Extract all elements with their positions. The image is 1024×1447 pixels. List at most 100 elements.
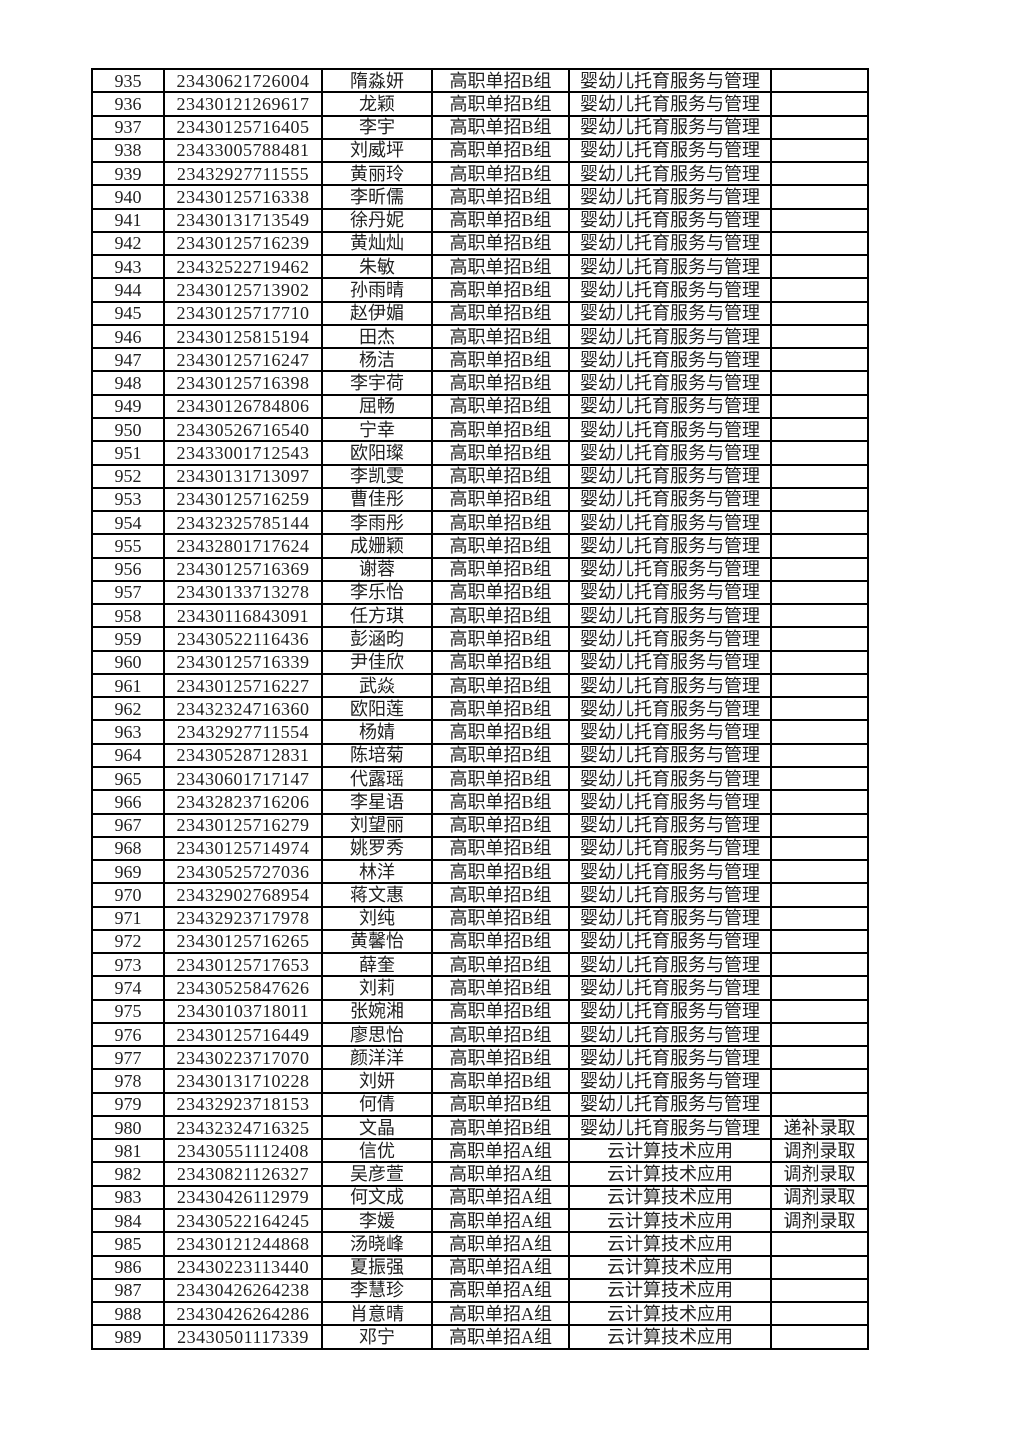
major-cell: 婴幼儿托育服务与管理: [568, 812, 772, 838]
candidate-id-cell: 23430116843091: [163, 603, 323, 629]
table-row: 962 23432324716360 欧阳莲 高职单招B组 婴幼儿托育服务与管理: [91, 696, 869, 722]
candidate-id-cell: 23432324716360: [163, 696, 323, 722]
table-row: 951 23433001712543 欧阳璨 高职单招B组 婴幼儿托育服务与管理: [91, 440, 869, 466]
major-cell: 婴幼儿托育服务与管理: [568, 928, 772, 955]
admission-status-cell: [770, 719, 869, 745]
table-row: 958 23430116843091 任方琪 高职单招B组 婴幼儿托育服务与管理: [91, 603, 869, 629]
table-row: 947 23430125716247 杨洁 高职单招B组 婴幼儿托育服务与管理: [91, 347, 869, 373]
admission-roster-table-body: 935 23430621726004 隋淼妍 高职单招B组 婴幼儿托育服务与管理…: [91, 67, 869, 1350]
exam-group-cell: 高职单招A组: [431, 1208, 570, 1234]
major-cell: 婴幼儿托育服务与管理: [568, 161, 772, 187]
exam-group-cell: 高职单招B组: [431, 114, 570, 140]
candidate-name-cell: 徐丹妮: [321, 207, 433, 233]
row-no-cell: 936: [91, 91, 165, 117]
candidate-id-cell: 23430121269617: [163, 91, 323, 117]
candidate-name-cell: 刘望丽: [321, 812, 433, 838]
exam-group-cell: 高职单招B组: [431, 859, 570, 885]
candidate-name-cell: 何文成: [321, 1184, 433, 1211]
major-cell: 婴幼儿托育服务与管理: [568, 277, 772, 303]
exam-group-cell: 高职单招A组: [431, 1254, 570, 1280]
candidate-id-cell: 23430131710228: [163, 1068, 323, 1094]
major-cell: 婴幼儿托育服务与管理: [568, 649, 772, 675]
candidate-id-cell: 23432325785144: [163, 510, 323, 536]
exam-group-cell: 高职单招A组: [431, 1161, 570, 1187]
exam-group-cell: 高职单招B组: [431, 603, 570, 629]
candidate-id-cell: 23430526716540: [163, 416, 323, 443]
row-no-cell: 940: [91, 184, 165, 210]
table-row: 982 23430821126327 吴彦萱 高职单招A组 云计算技术应用 调剂…: [91, 1161, 869, 1187]
exam-group-cell: 高职单招B组: [431, 486, 570, 513]
candidate-name-cell: 屈畅: [321, 393, 433, 419]
exam-group-cell: 高职单招B组: [431, 626, 570, 652]
candidate-id-cell: 23430125716259: [163, 486, 323, 513]
candidate-id-cell: 23430125714974: [163, 835, 323, 862]
candidate-name-cell: 刘妍: [321, 1068, 433, 1094]
candidate-name-cell: 陈培菊: [321, 742, 433, 768]
exam-group-cell: 高职单招B组: [431, 975, 570, 1001]
candidate-name-cell: 夏振强: [321, 1254, 433, 1280]
candidate-name-cell: 朱敏: [321, 254, 433, 280]
row-no-cell: 969: [91, 859, 165, 885]
table-row: 940 23430125716338 李昕儒 高职单招B组 婴幼儿托育服务与管理: [91, 184, 869, 210]
candidate-id-cell: 23430125716449: [163, 1021, 323, 1048]
major-cell: 婴幼儿托育服务与管理: [568, 91, 772, 117]
candidate-name-cell: 黄馨怡: [321, 928, 433, 955]
major-cell: 婴幼儿托育服务与管理: [568, 882, 772, 908]
admission-status-cell: [770, 556, 869, 582]
exam-group-cell: 高职单招A组: [431, 1138, 570, 1164]
exam-group-cell: 高职单招B组: [431, 882, 570, 908]
major-cell: 婴幼儿托育服务与管理: [568, 1091, 772, 1117]
row-no-cell: 962: [91, 696, 165, 722]
row-no-cell: 947: [91, 347, 165, 373]
table-row: 955 23432801717624 成姗颖 高职单招B组 婴幼儿托育服务与管理: [91, 533, 869, 559]
row-no-cell: 986: [91, 1254, 165, 1280]
major-cell: 婴幼儿托育服务与管理: [568, 67, 772, 94]
candidate-name-cell: 隋淼妍: [321, 67, 433, 94]
exam-group-cell: 高职单招B组: [431, 952, 570, 978]
candidate-id-cell: 23433001712543: [163, 440, 323, 466]
row-no-cell: 939: [91, 161, 165, 187]
major-cell: 婴幼儿托育服务与管理: [568, 859, 772, 885]
candidate-name-cell: 孙雨晴: [321, 277, 433, 303]
admission-status-cell: [770, 975, 869, 1001]
exam-group-cell: 高职单招B组: [431, 67, 570, 94]
candidate-name-cell: 代露瑶: [321, 765, 433, 792]
table-row: 946 23430125815194 田杰 高职单招B组 婴幼儿托育服务与管理: [91, 323, 869, 350]
row-no-cell: 982: [91, 1161, 165, 1187]
candidate-id-cell: 23430125815194: [163, 323, 323, 350]
major-cell: 婴幼儿托育服务与管理: [568, 556, 772, 582]
major-cell: 婴幼儿托育服务与管理: [568, 207, 772, 233]
admission-status-cell: [770, 1277, 869, 1304]
candidate-id-cell: 23430426112979: [163, 1184, 323, 1211]
admission-status-cell: [770, 300, 869, 326]
exam-group-cell: 高职单招B组: [431, 440, 570, 466]
exam-group-cell: 高职单招B组: [431, 719, 570, 745]
exam-group-cell: 高职单招B组: [431, 765, 570, 792]
candidate-id-cell: 23430125717710: [163, 300, 323, 326]
candidate-name-cell: 尹佳欣: [321, 649, 433, 675]
candidate-name-cell: 信优: [321, 1138, 433, 1164]
row-no-cell: 967: [91, 812, 165, 838]
row-no-cell: 968: [91, 835, 165, 862]
major-cell: 婴幼儿托育服务与管理: [568, 137, 772, 164]
candidate-name-cell: 刘威坪: [321, 137, 433, 164]
candidate-name-cell: 廖思怡: [321, 1021, 433, 1048]
row-no-cell: 957: [91, 579, 165, 606]
table-row: 964 23430528712831 陈培菊 高职单招B组 婴幼儿托育服务与管理: [91, 742, 869, 768]
admission-status-cell: [770, 626, 869, 652]
exam-group-cell: 高职单招B组: [431, 556, 570, 582]
row-no-cell: 959: [91, 626, 165, 652]
major-cell: 婴幼儿托育服务与管理: [568, 416, 772, 443]
candidate-id-cell: 23430125716369: [163, 556, 323, 582]
candidate-name-cell: 李凯雯: [321, 463, 433, 489]
table-row: 956 23430125716369 谢蓉 高职单招B组 婴幼儿托育服务与管理: [91, 556, 869, 582]
candidate-id-cell: 23430621726004: [163, 67, 323, 94]
table-row: 960 23430125716339 尹佳欣 高职单招B组 婴幼儿托育服务与管理: [91, 649, 869, 675]
major-cell: 婴幼儿托育服务与管理: [568, 742, 772, 768]
table-row: 963 23432927711554 杨婧 高职单招B组 婴幼儿托育服务与管理: [91, 719, 869, 745]
candidate-name-cell: 吴彦萱: [321, 1161, 433, 1187]
candidate-name-cell: 杨婧: [321, 719, 433, 745]
exam-group-cell: 高职单招B组: [431, 300, 570, 326]
candidate-name-cell: 刘莉: [321, 975, 433, 1001]
candidate-id-cell: 23430125716265: [163, 928, 323, 955]
